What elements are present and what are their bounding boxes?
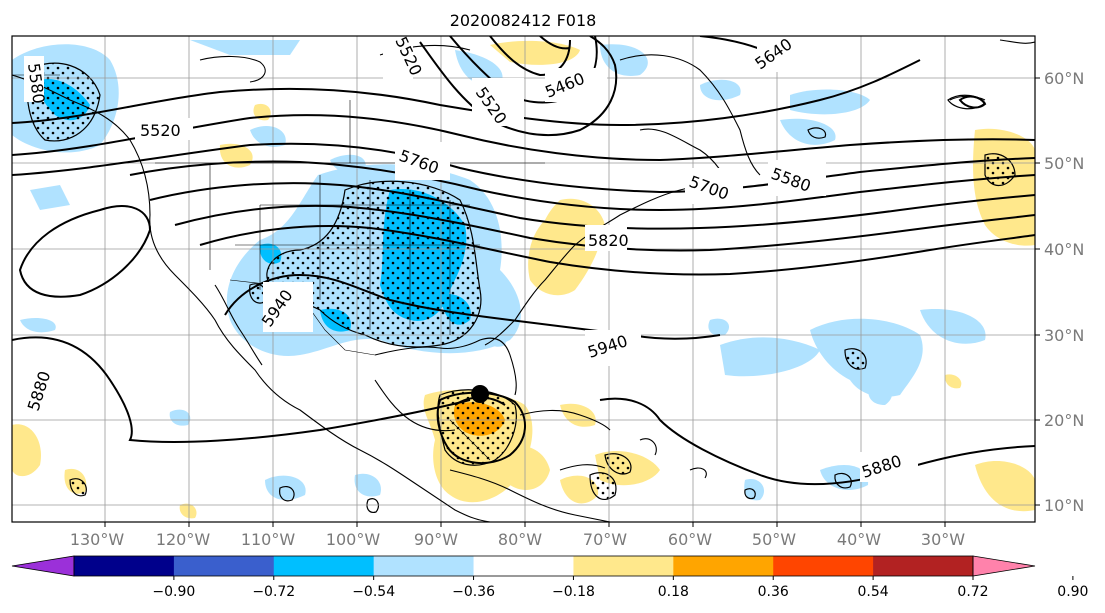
colorbar-tick-label: 0.18 xyxy=(658,584,689,600)
lon-label: 60°W xyxy=(668,530,712,549)
lon-label: 80°W xyxy=(498,530,542,549)
storm-center-marker xyxy=(471,385,489,403)
colorbar-cell xyxy=(773,556,874,576)
colorbar-tick-label: 0.36 xyxy=(758,584,789,600)
significance-stippling xyxy=(26,62,1016,500)
contour-label: 5820 xyxy=(588,231,629,250)
lat-label: 10°N xyxy=(1044,496,1084,515)
colorbar-tick-label: −0.18 xyxy=(552,584,595,600)
colorbar-cell xyxy=(673,556,774,576)
map-frame xyxy=(11,35,1036,523)
colorbar-cell xyxy=(373,556,475,576)
colorbar-cell xyxy=(473,556,574,576)
colorbar: −0.90 −0.72 −0.54 −0.36 −0.18 0.18 0.36 0.54 0.7… xyxy=(11,555,1088,600)
map-area: 5580 5520 5520 5460 5640 5520 5760 5700 … xyxy=(12,36,1035,522)
colorbar-cell xyxy=(573,556,674,576)
political-borders xyxy=(12,74,545,461)
colorbar-extend-high xyxy=(972,555,1036,577)
contour-label: 5520 xyxy=(140,121,181,140)
colorbar-tick-label: −0.36 xyxy=(452,584,495,600)
contour-labels: 5580 5520 5520 5460 5640 5520 5760 5700 … xyxy=(24,36,904,482)
contour-label-backgrounds xyxy=(18,36,918,482)
colorbar-outline xyxy=(73,555,974,577)
colorbar-tick-label: 0.90 xyxy=(1057,584,1088,600)
colorbar-extend-low xyxy=(11,555,75,577)
lon-label: 120°W xyxy=(156,530,211,549)
colorbar-tick-label: −0.90 xyxy=(152,584,195,600)
colorbar-tick-label: −0.72 xyxy=(252,584,295,600)
latitude-axis: 60°N 50°N 40°N 30°N 20°N 10°N xyxy=(1035,69,1084,515)
colorbar-tick-label: 0.54 xyxy=(858,584,889,600)
lat-label: 60°N xyxy=(1044,69,1084,88)
lon-label: 100°W xyxy=(326,530,381,549)
lon-label: 40°W xyxy=(837,530,881,549)
lon-label: 130°W xyxy=(70,530,125,549)
lon-label: 70°W xyxy=(583,530,627,549)
longitude-axis: 130°W 120°W 110°W 100°W 90°W 80°W 70°W 6… xyxy=(70,522,965,549)
map-title: 2020082412 F018 xyxy=(450,11,597,30)
colorbar-tick-label: 0.72 xyxy=(957,584,988,600)
lat-label: 50°N xyxy=(1044,154,1084,173)
lon-label: 110°W xyxy=(241,530,296,549)
lon-label: 90°W xyxy=(414,530,458,549)
colorbar-cell xyxy=(873,556,974,576)
lon-label: 30°W xyxy=(921,530,965,549)
colorbar-cell xyxy=(74,556,175,576)
colorbar-tick-label: −0.54 xyxy=(352,584,395,600)
lon-label: 50°W xyxy=(752,530,796,549)
colorbar-cell xyxy=(173,556,275,576)
colorbar-cell xyxy=(273,556,375,576)
lat-label: 30°N xyxy=(1044,326,1084,345)
lat-label: 20°N xyxy=(1044,411,1084,430)
lat-label: 40°N xyxy=(1044,240,1084,259)
